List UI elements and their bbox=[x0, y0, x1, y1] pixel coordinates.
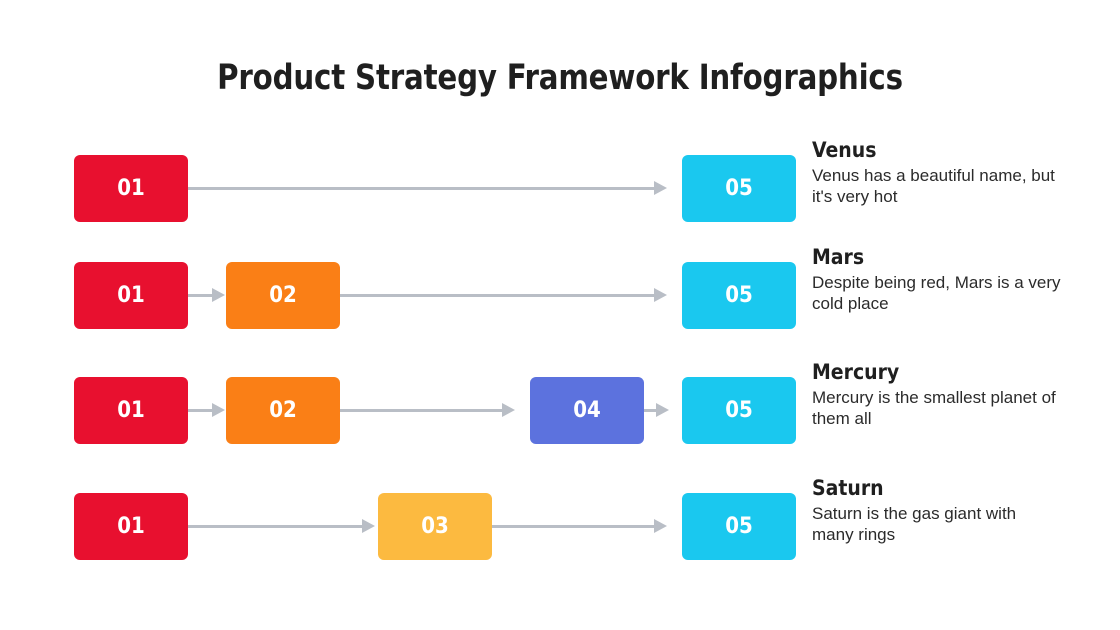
connector-arrowhead bbox=[212, 403, 225, 417]
step-box-01[interactable]: 01 bbox=[74, 262, 188, 329]
connector-arrowhead bbox=[502, 403, 515, 417]
row-body-text: Mercury is the smallest planet of them a… bbox=[812, 387, 1056, 429]
step-label: 01 bbox=[117, 513, 145, 539]
step-box-05[interactable]: 05 bbox=[682, 493, 796, 560]
connector-arrowhead bbox=[654, 288, 667, 302]
connector-line bbox=[188, 187, 654, 190]
connector-line bbox=[644, 409, 657, 412]
row-description: Venus Venus has a beautiful name, but it… bbox=[812, 138, 1062, 208]
row-body-text: Saturn is the gas giant with many rings bbox=[812, 503, 1017, 545]
connector-arrowhead bbox=[362, 519, 375, 533]
step-label: 05 bbox=[725, 397, 753, 423]
step-box-01[interactable]: 01 bbox=[74, 377, 188, 444]
connector-line bbox=[340, 294, 654, 297]
row-body-text: Venus has a beautiful name, but it's ver… bbox=[812, 165, 1055, 207]
connector-arrowhead bbox=[656, 403, 669, 417]
step-box-04[interactable]: 04 bbox=[530, 377, 644, 444]
process-row-2: 01 02 05 Mars Despite being red, Mars is… bbox=[0, 245, 1120, 330]
step-label: 01 bbox=[117, 175, 145, 201]
step-label: 01 bbox=[117, 282, 145, 308]
connector-line bbox=[492, 525, 654, 528]
step-label: 05 bbox=[725, 282, 753, 308]
connector-line bbox=[188, 409, 213, 412]
page-title: Product Strategy Framework Infographics bbox=[217, 58, 903, 98]
row-title: Mars bbox=[812, 245, 865, 269]
row-title: Mercury bbox=[812, 360, 900, 384]
step-label: 02 bbox=[269, 282, 297, 308]
step-box-02[interactable]: 02 bbox=[226, 377, 340, 444]
process-row-4: 01 03 05 Saturn Saturn is the gas giant … bbox=[0, 476, 1120, 561]
row-description: Mercury Mercury is the smallest planet o… bbox=[812, 360, 1062, 430]
step-label: 05 bbox=[725, 513, 753, 539]
step-label: 05 bbox=[725, 175, 753, 201]
row-body-text: Despite being red, Mars is a very cold p… bbox=[812, 272, 1061, 314]
step-box-03[interactable]: 03 bbox=[378, 493, 492, 560]
row-title: Saturn bbox=[812, 476, 884, 500]
step-label: 04 bbox=[573, 397, 601, 423]
process-row-3: 01 02 04 05 Mercury Mercury is the small… bbox=[0, 360, 1120, 445]
step-box-02[interactable]: 02 bbox=[226, 262, 340, 329]
step-label: 03 bbox=[421, 513, 449, 539]
step-label: 01 bbox=[117, 397, 145, 423]
step-box-05[interactable]: 05 bbox=[682, 377, 796, 444]
step-box-05[interactable]: 05 bbox=[682, 262, 796, 329]
connector-line bbox=[188, 525, 363, 528]
row-description: Mars Despite being red, Mars is a very c… bbox=[812, 245, 1062, 315]
step-label: 02 bbox=[269, 397, 297, 423]
connector-arrowhead bbox=[654, 181, 667, 195]
connector-arrowhead bbox=[654, 519, 667, 533]
row-title: Venus bbox=[812, 138, 877, 162]
connector-arrowhead bbox=[212, 288, 225, 302]
step-box-01[interactable]: 01 bbox=[74, 493, 188, 560]
step-box-05[interactable]: 05 bbox=[682, 155, 796, 222]
process-row-1: 01 05 Venus Venus has a beautiful name, … bbox=[0, 138, 1120, 223]
connector-line bbox=[188, 294, 213, 297]
row-description: Saturn Saturn is the gas giant with many… bbox=[812, 476, 1062, 546]
step-box-01[interactable]: 01 bbox=[74, 155, 188, 222]
connector-line bbox=[340, 409, 503, 412]
